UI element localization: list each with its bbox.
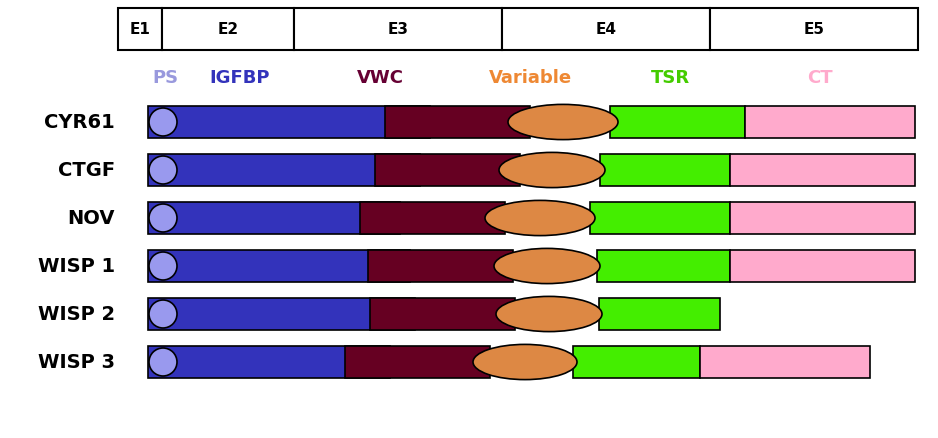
Bar bbox=[730, 154, 915, 186]
Ellipse shape bbox=[508, 104, 618, 140]
Bar bbox=[148, 154, 420, 186]
Bar bbox=[118, 8, 162, 50]
Text: E1: E1 bbox=[129, 21, 150, 36]
Bar bbox=[573, 346, 700, 378]
Ellipse shape bbox=[149, 156, 177, 184]
Ellipse shape bbox=[149, 300, 177, 328]
Text: VWC: VWC bbox=[356, 69, 403, 87]
Ellipse shape bbox=[149, 108, 177, 136]
Bar bbox=[385, 106, 530, 138]
Bar bbox=[597, 250, 730, 282]
Text: NOV: NOV bbox=[68, 208, 115, 227]
Bar bbox=[148, 250, 410, 282]
Bar bbox=[730, 250, 915, 282]
Bar bbox=[370, 298, 515, 330]
Text: E4: E4 bbox=[596, 21, 616, 36]
Ellipse shape bbox=[149, 204, 177, 232]
Bar bbox=[700, 346, 870, 378]
Bar bbox=[745, 106, 915, 138]
Bar bbox=[590, 202, 730, 234]
Text: Variable: Variable bbox=[489, 69, 571, 87]
Bar bbox=[345, 346, 490, 378]
Text: WISP 2: WISP 2 bbox=[38, 304, 115, 324]
Bar bbox=[360, 202, 505, 234]
Ellipse shape bbox=[499, 152, 605, 187]
Text: CTGF: CTGF bbox=[58, 160, 115, 180]
Bar bbox=[148, 106, 430, 138]
Bar bbox=[148, 298, 415, 330]
Bar bbox=[375, 154, 520, 186]
Bar bbox=[710, 8, 918, 50]
Ellipse shape bbox=[149, 348, 177, 376]
Text: CT: CT bbox=[808, 69, 833, 87]
Ellipse shape bbox=[496, 297, 602, 332]
Bar bbox=[162, 8, 294, 50]
Bar bbox=[148, 202, 400, 234]
Text: WISP 1: WISP 1 bbox=[38, 257, 115, 276]
Ellipse shape bbox=[485, 201, 595, 236]
Text: PS: PS bbox=[152, 69, 178, 87]
Bar bbox=[368, 250, 513, 282]
Ellipse shape bbox=[494, 248, 600, 283]
Bar bbox=[610, 106, 745, 138]
Ellipse shape bbox=[473, 344, 577, 380]
Bar bbox=[600, 154, 730, 186]
Bar bbox=[502, 8, 710, 50]
Text: CYR61: CYR61 bbox=[44, 113, 115, 131]
Bar bbox=[730, 202, 915, 234]
Text: IGFBP: IGFBP bbox=[210, 69, 270, 87]
Text: TSR: TSR bbox=[650, 69, 689, 87]
Text: E5: E5 bbox=[804, 21, 825, 36]
Text: WISP 3: WISP 3 bbox=[38, 353, 115, 371]
Bar bbox=[294, 8, 502, 50]
Text: E3: E3 bbox=[387, 21, 409, 36]
Ellipse shape bbox=[149, 252, 177, 280]
Bar bbox=[599, 298, 720, 330]
Bar bbox=[148, 346, 390, 378]
Text: E2: E2 bbox=[218, 21, 238, 36]
